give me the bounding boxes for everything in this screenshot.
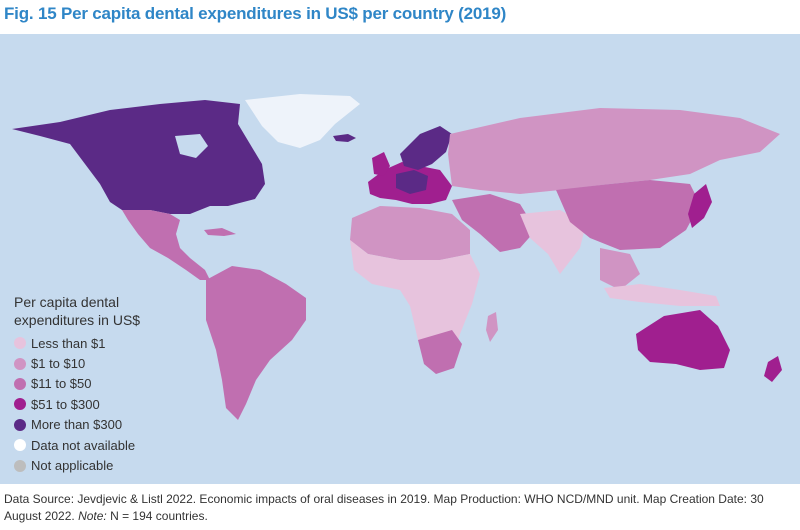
map-legend: Per capita dental expenditures in US$ Le… [14, 293, 204, 476]
legend-swatch [14, 337, 26, 350]
legend-swatch [14, 398, 26, 411]
legend-item-1-to-10: $1 to $10 [14, 353, 204, 373]
legend-swatch [14, 418, 26, 431]
southeast-asia-region [600, 248, 640, 290]
legend-item-less-than-1: Less than $1 [14, 333, 204, 353]
hudson-bay [175, 134, 208, 158]
legend-label: Not applicable [31, 458, 114, 474]
japan-region [688, 184, 712, 228]
legend-label: Data not available [31, 437, 136, 453]
legend-label: $11 to $50 [31, 376, 92, 392]
china-region [556, 180, 700, 250]
legend-item-not-applicable: Not applicable [14, 455, 204, 475]
legend-item-more-than-300: More than $300 [14, 415, 204, 435]
new-zealand-region [764, 356, 782, 382]
south-asia-region [520, 210, 586, 274]
north-america-region [12, 100, 265, 214]
source-footer: Data Source: Jevdjevic & Listl 2022. Eco… [4, 491, 764, 525]
legend-item-data-not-available: Data not available [14, 435, 204, 455]
legend-label: $51 to $300 [31, 396, 100, 412]
legend-label: Less than $1 [31, 335, 106, 351]
legend-item-11-to-50: $11 to $50 [14, 374, 204, 394]
source-text: Data Source: Jevdjevic & Listl 2022. Eco… [4, 492, 764, 523]
iceland-region [333, 134, 356, 142]
note-label: Note: [78, 509, 107, 523]
figure-title: Fig. 15 Per capita dental expenditures i… [4, 4, 507, 23]
legend-title: Per capita dental expenditures in US$ [14, 294, 141, 328]
caribbean-region [204, 228, 236, 236]
indonesia-region [604, 284, 720, 306]
world-map: Per capita dental expenditures in US$ Le… [0, 34, 800, 484]
legend-swatch [14, 357, 26, 370]
north-africa-region [350, 206, 470, 260]
legend-item-51-to-300: $51 to $300 [14, 394, 204, 414]
legend-label: More than $300 [31, 417, 123, 433]
scandinavia-region [400, 126, 452, 170]
middle-east-region [452, 194, 536, 252]
note-text: N = 194 countries. [106, 509, 208, 523]
legend-swatch [14, 459, 26, 472]
legend-label: $1 to $10 [31, 356, 86, 372]
russia-region [448, 108, 780, 194]
south-america-region [206, 266, 306, 420]
greenland-region [245, 94, 360, 148]
madagascar-region [486, 312, 498, 342]
mexico-region [122, 210, 210, 280]
central-europe-region [396, 170, 428, 194]
british-isles-region [372, 152, 390, 176]
world-map-svg [12, 94, 782, 420]
australia-region [636, 310, 730, 370]
legend-swatch [14, 377, 26, 390]
southern-africa-region [418, 330, 462, 374]
legend-swatch [14, 439, 26, 452]
